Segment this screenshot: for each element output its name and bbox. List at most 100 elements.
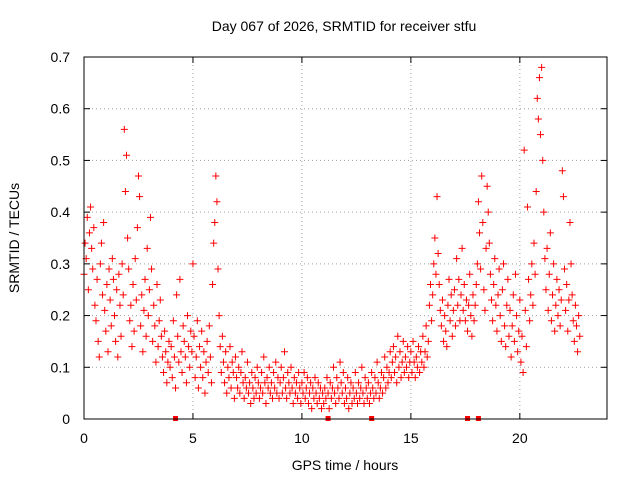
data-point xyxy=(129,281,137,289)
data-point xyxy=(334,384,342,392)
data-point xyxy=(509,291,517,299)
data-point xyxy=(173,291,181,299)
data-point xyxy=(249,384,257,392)
data-point xyxy=(459,306,467,314)
data-point xyxy=(544,306,552,314)
data-point xyxy=(501,322,509,330)
data-point xyxy=(387,374,395,382)
data-point xyxy=(495,265,503,273)
data-point xyxy=(399,337,407,345)
data-point xyxy=(191,374,199,382)
data-point xyxy=(303,374,311,382)
data-point xyxy=(216,343,224,351)
data-point xyxy=(461,317,469,325)
data-point xyxy=(468,332,476,340)
data-point xyxy=(243,358,251,366)
data-point xyxy=(470,317,478,325)
data-point xyxy=(116,301,124,309)
data-point xyxy=(383,363,391,371)
data-point xyxy=(552,301,560,309)
data-point xyxy=(193,317,201,325)
data-point xyxy=(247,399,255,407)
data-point xyxy=(174,332,182,340)
data-point xyxy=(568,291,576,299)
data-point xyxy=(266,389,274,397)
data-point xyxy=(125,265,133,273)
data-point xyxy=(205,322,213,330)
data-point xyxy=(102,327,110,335)
data-point xyxy=(539,156,547,164)
data-point xyxy=(287,363,295,371)
data-point xyxy=(480,286,488,294)
data-point xyxy=(217,368,225,376)
data-point xyxy=(455,275,463,283)
data-point xyxy=(278,389,286,397)
data-point xyxy=(359,389,367,397)
data-point xyxy=(294,394,302,402)
data-point xyxy=(112,337,120,345)
data-point xyxy=(393,379,401,387)
data-point xyxy=(228,358,236,366)
data-point xyxy=(508,322,516,330)
data-point xyxy=(280,348,288,356)
data-point xyxy=(471,301,479,309)
data-point xyxy=(362,384,370,392)
y-tick-label: 0 xyxy=(62,411,70,427)
data-point xyxy=(545,270,553,278)
data-point xyxy=(332,399,340,407)
data-point xyxy=(101,306,109,314)
data-point xyxy=(398,358,406,366)
data-point xyxy=(253,363,261,371)
y-tick-label: 0.1 xyxy=(51,359,71,375)
data-point xyxy=(503,301,511,309)
data-point xyxy=(290,374,298,382)
data-point xyxy=(454,301,462,309)
data-point xyxy=(561,265,569,273)
data-point xyxy=(185,343,193,351)
data-point xyxy=(121,187,129,195)
data-point xyxy=(336,358,344,366)
data-point xyxy=(510,337,518,345)
data-point xyxy=(214,265,222,273)
data-point xyxy=(300,368,308,376)
data-point xyxy=(444,301,452,309)
data-point xyxy=(416,368,424,376)
data-point xyxy=(344,374,352,382)
data-point xyxy=(107,322,115,330)
data-point xyxy=(340,399,348,407)
data-point xyxy=(511,270,519,278)
data-point xyxy=(445,275,453,283)
data-point xyxy=(209,281,217,289)
data-point xyxy=(379,389,387,397)
data-point xyxy=(149,337,157,345)
data-point xyxy=(252,389,260,397)
data-point xyxy=(540,208,548,216)
data-point xyxy=(178,368,186,376)
data-point xyxy=(407,348,415,356)
data-point xyxy=(525,275,533,283)
data-point xyxy=(212,172,220,180)
data-point xyxy=(119,291,127,299)
data-point xyxy=(530,239,538,247)
data-point xyxy=(380,374,388,382)
data-point xyxy=(221,379,229,387)
data-point xyxy=(259,389,267,397)
data-point xyxy=(325,405,333,413)
data-point xyxy=(315,394,323,402)
data-point xyxy=(538,63,546,71)
data-point xyxy=(424,337,432,345)
data-point xyxy=(180,337,188,345)
data-point xyxy=(165,337,173,345)
data-point xyxy=(301,394,309,402)
data-point xyxy=(189,260,197,268)
data-point xyxy=(148,265,156,273)
data-point xyxy=(201,389,209,397)
data-point xyxy=(302,384,310,392)
data-point xyxy=(452,322,460,330)
data-point xyxy=(443,343,451,351)
data-point xyxy=(111,312,119,320)
data-point xyxy=(142,332,150,340)
data-point xyxy=(421,348,429,356)
data-point xyxy=(81,239,89,247)
data-point xyxy=(227,384,235,392)
